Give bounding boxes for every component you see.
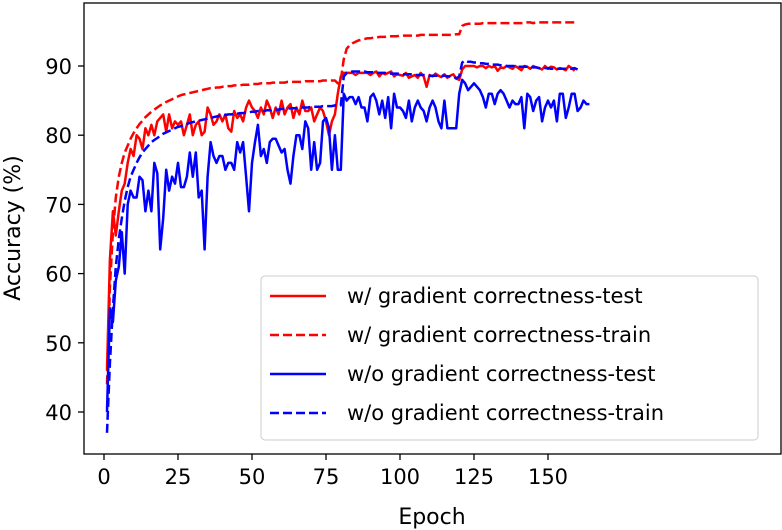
x-tick-label: 50 bbox=[239, 465, 266, 489]
legend: w/ gradient correctness-test w/ gradient… bbox=[260, 275, 759, 441]
series-line bbox=[105, 78, 590, 413]
series-line bbox=[105, 59, 579, 433]
series-line bbox=[105, 21, 578, 385]
x-tick-label: 25 bbox=[165, 465, 192, 489]
x-tick-label: 150 bbox=[528, 465, 568, 489]
y-tick-label: 50 bbox=[45, 332, 72, 356]
legend-item-w-train: w/ gradient correctness-train bbox=[270, 323, 651, 347]
x-tick-label: 75 bbox=[313, 465, 340, 489]
y-tick-label: 90 bbox=[45, 55, 72, 79]
x-axis-label: Epoch bbox=[398, 505, 465, 530]
legend-item-wo-test: w/o gradient correctness-test bbox=[270, 362, 655, 386]
legend-label: w/ gradient correctness-test bbox=[347, 284, 643, 308]
y-tick-label: 60 bbox=[45, 263, 72, 287]
y-tick-label: 70 bbox=[45, 193, 72, 217]
x-axis: 0 25 50 75 100 125 150 bbox=[97, 454, 568, 489]
x-tick-label: 125 bbox=[454, 465, 494, 489]
y-axis-label: Accuracy (%) bbox=[1, 155, 26, 301]
y-tick-label: 80 bbox=[45, 124, 72, 148]
legend-label: w/o gradient correctness-train bbox=[347, 401, 664, 425]
legend-label: w/ gradient correctness-train bbox=[347, 323, 651, 347]
y-tick-label: 40 bbox=[45, 401, 72, 425]
legend-item-w-test: w/ gradient correctness-test bbox=[270, 284, 643, 308]
x-tick-label: 100 bbox=[380, 465, 420, 489]
x-tick-label: 0 bbox=[97, 465, 110, 489]
legend-box bbox=[260, 275, 759, 441]
y-axis: 40 50 60 70 80 90 bbox=[45, 55, 84, 425]
plot-frame bbox=[83, 2, 782, 455]
legend-label: w/o gradient correctness-test bbox=[347, 362, 655, 386]
plot-series bbox=[105, 21, 590, 433]
legend-item-wo-train: w/o gradient correctness-train bbox=[270, 401, 664, 425]
